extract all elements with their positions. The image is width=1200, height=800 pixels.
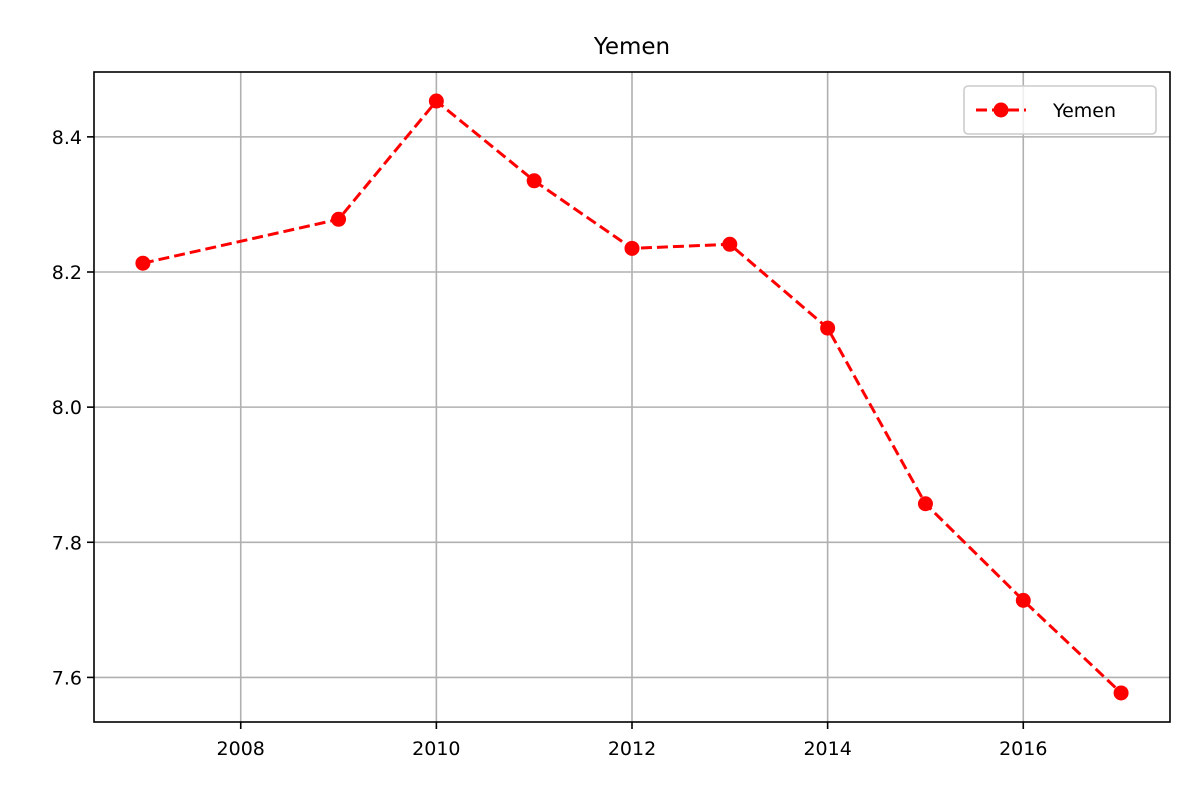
y-tick-label: 7.6 [52,667,82,689]
data-point [1015,592,1031,608]
grid-lines [94,72,1170,722]
data-point [624,240,640,256]
axis-ticks: 2008 2010 2012 2014 2016 7.6 7.8 8.0 8.2 8.4 [52,127,1048,760]
y-tick-label: 8.0 [52,397,82,419]
data-point [428,93,444,109]
legend-label: Yemen [1052,100,1116,122]
x-tick-label: 2014 [803,738,851,760]
data-point [526,173,542,189]
plot-series [135,93,1129,701]
x-tick-label: 2016 [999,738,1047,760]
x-tick-label: 2008 [217,738,265,760]
series-line [142,99,1123,695]
data-point [722,236,738,252]
data-point [331,211,347,227]
y-tick-label: 8.2 [52,262,82,284]
data-point [135,255,151,271]
chart-title: Yemen [593,34,670,60]
x-tick-label: 2010 [412,738,460,760]
plot-frame [93,71,1171,723]
x-tick-label: 2012 [608,738,656,760]
y-tick-label: 8.4 [52,127,82,149]
data-point [917,496,933,512]
legend: Yemen [963,85,1157,135]
legend-box [963,85,1157,135]
legend-marker [993,102,1009,118]
y-tick-label: 7.8 [52,532,82,554]
data-point [820,320,836,336]
data-point [1113,685,1129,701]
